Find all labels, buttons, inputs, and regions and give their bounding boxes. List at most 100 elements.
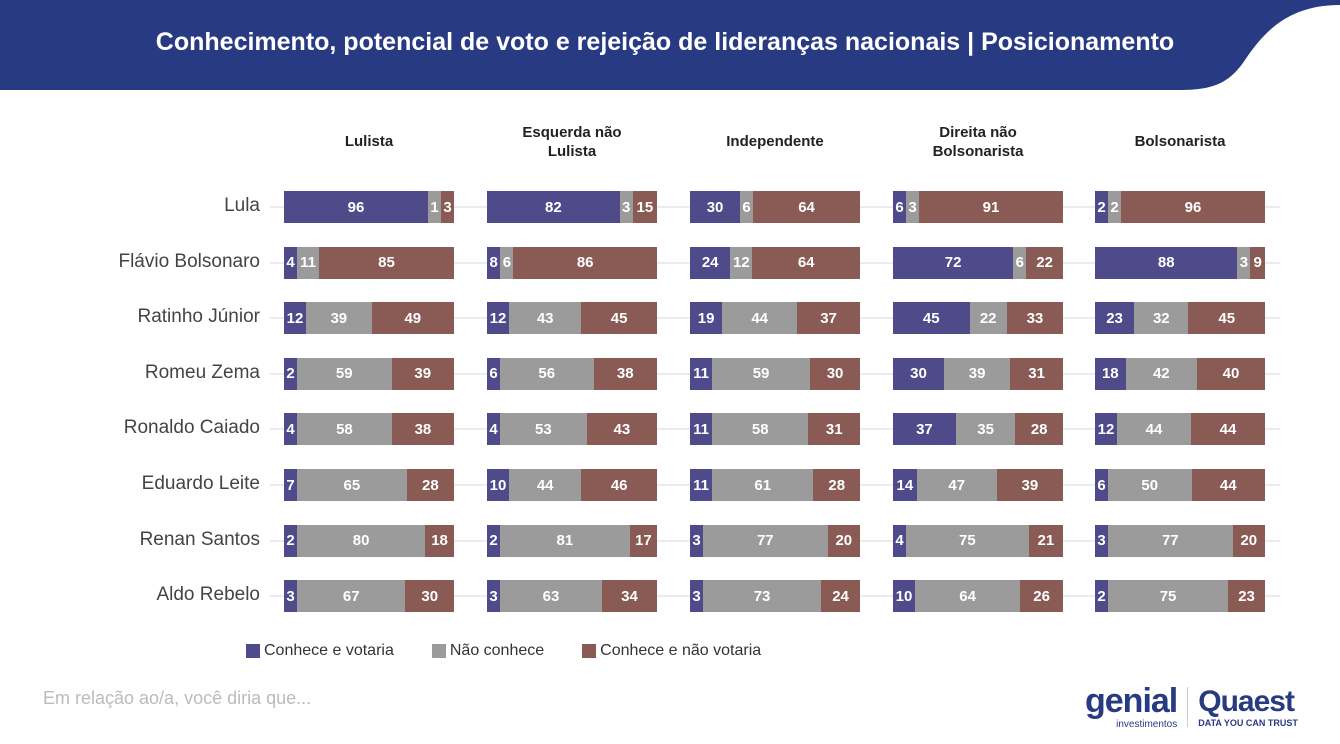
bar-segment-votaria: 12: [487, 302, 509, 335]
bar-segment-nao-conhece: 44: [1117, 413, 1191, 446]
bar-segment-nao-votaria: 22: [1026, 246, 1063, 279]
bar-segment-nao-conhece: 58: [297, 413, 392, 446]
stacked-bar: 11 61 28: [690, 469, 860, 501]
bar-segment-nao-conhece: 12: [730, 246, 753, 279]
bar-segment-votaria: 4: [284, 246, 297, 279]
stacked-bar: 3 77 20: [1095, 524, 1265, 557]
legend-item-nao-conhece: Não conhece: [431, 642, 544, 660]
row-label: Romeu Zema: [144, 361, 260, 383]
logo-divider: [1187, 687, 1189, 727]
bar-segment-nao-conhece: 75: [906, 524, 1029, 557]
stacked-bar: 37 35 28: [893, 413, 1063, 446]
stacked-bar: 8 6 86: [487, 246, 657, 279]
bar-segment-votaria: 3: [690, 524, 703, 557]
row-label: Renan Santos: [139, 528, 260, 550]
stacked-bar: 6 50 44: [1095, 469, 1265, 501]
bar-segment-nao-votaria: 30: [810, 357, 860, 390]
bar-segment-votaria: 2: [487, 524, 500, 557]
legend-item-votaria: Conhece e votaria: [246, 642, 394, 660]
bar-segment-votaria: 3: [284, 580, 297, 613]
bar-segment-nao-votaria: 45: [581, 302, 657, 335]
bar-segment-nao-votaria: 64: [753, 191, 860, 223]
bar-segment-votaria: 24: [690, 246, 731, 279]
stacked-bar: 3 67 30: [284, 580, 454, 613]
quaest-logo: Quaest DATA YOU CAN TRUST: [1198, 684, 1298, 728]
stacked-bar: 88 3 9: [1095, 246, 1265, 279]
logos: genial investimentos Quaest DATA YOU CAN…: [1085, 684, 1298, 730]
bar-segment-votaria: 8: [487, 246, 501, 279]
bar-segment-nao-votaria: 3: [441, 191, 454, 223]
stacked-bar: 30 6 64: [690, 191, 860, 223]
stacked-bar: 7 65 28: [284, 469, 454, 501]
bar-segment-nao-conhece: 47: [916, 469, 997, 501]
bar-segment-nao-votaria: 28: [406, 469, 454, 501]
panel-title: Direita não Bolsonarista: [932, 124, 1024, 160]
bar-segment-votaria: 2: [284, 524, 297, 557]
bar-segment-nao-conhece: 58: [712, 413, 809, 446]
bar-segment-nao-conhece: 6: [740, 191, 754, 223]
stacked-bar: 3 73 24: [690, 580, 860, 613]
bar-segment-nao-conhece: 77: [1108, 524, 1233, 557]
legend-item-nao-votaria: Conhece e não votaria: [582, 642, 761, 660]
bar-segment-nao-votaria: 20: [827, 524, 860, 557]
bar-segment-nao-conhece: 1: [428, 191, 441, 223]
bar-segment-votaria: 88: [1095, 246, 1238, 279]
bar-segment-nao-conhece: 56: [500, 357, 594, 390]
row-label: Flávio Bolsonaro: [118, 250, 260, 272]
bar-segment-nao-conhece: 65: [297, 469, 407, 501]
bar-segment-nao-votaria: 34: [601, 580, 657, 613]
bar-segment-nao-votaria: 85: [319, 246, 454, 279]
bar-segment-votaria: 12: [1095, 413, 1117, 446]
legend: Conhece e votaria Não conhece Conhece e …: [246, 642, 761, 660]
bar-segment-votaria: 30: [690, 191, 741, 223]
footnote: Em relação ao/a, você diria que...: [43, 688, 312, 708]
bar-segment-votaria: 96: [284, 191, 428, 223]
bar-segment-votaria: 72: [893, 246, 1014, 279]
bar-segment-nao-votaria: 21: [1028, 524, 1063, 557]
bar-segment-votaria: 4: [284, 413, 297, 446]
bar-segment-nao-conhece: 81: [500, 524, 630, 557]
bar-segment-nao-conhece: 75: [1108, 580, 1229, 613]
stacked-bar: 2 75 23: [1095, 580, 1265, 613]
legend-swatch: [246, 644, 260, 658]
bar-segment-votaria: 7: [284, 469, 297, 501]
bar-segment-nao-conhece: 3: [619, 191, 633, 223]
bar-segment-nao-votaria: 38: [391, 413, 454, 446]
bar-segment-nao-conhece: 6: [500, 246, 514, 279]
bar-segment-votaria: 6: [1095, 469, 1108, 501]
bar-segment-nao-votaria: 44: [1191, 413, 1265, 446]
bar-segment-nao-votaria: 38: [593, 357, 657, 390]
stacked-bar: 2 2 96: [1095, 191, 1265, 223]
bar-segment-nao-conhece: 64: [915, 580, 1021, 613]
stacked-bar: 12 39 49: [284, 302, 454, 335]
bar-segment-nao-conhece: 73: [703, 580, 822, 613]
stacked-bar: 24 12 64: [690, 246, 860, 279]
bar-segment-nao-votaria: 64: [752, 246, 860, 279]
stacked-bar: 10 64 26: [893, 580, 1063, 613]
bar-segment-nao-votaria: 31: [1010, 357, 1063, 390]
stacked-bar: 3 63 34: [487, 580, 657, 613]
bar-segment-nao-conhece: 35: [955, 413, 1016, 446]
bar-segment-nao-votaria: 43: [586, 413, 657, 446]
bar-segment-nao-votaria: 26: [1020, 580, 1063, 613]
bar-segment-nao-conhece: 59: [297, 357, 392, 390]
bar-segment-nao-conhece: 43: [509, 302, 582, 335]
bar-segment-nao-votaria: 37: [797, 302, 860, 335]
bar-segment-nao-conhece: 11: [297, 246, 319, 279]
bar-segment-votaria: 6: [487, 357, 500, 390]
bar-segment-nao-votaria: 39: [996, 469, 1063, 501]
bar-segment-nao-votaria: 33: [1006, 302, 1063, 335]
bar-segment-nao-conhece: 44: [509, 469, 582, 501]
panel-title: Lulista: [344, 133, 394, 150]
row-label: Ratinho Júnior: [137, 306, 260, 328]
bar-segment-nao-conhece: 3: [1237, 246, 1251, 279]
row-label: Lula: [224, 195, 260, 216]
bar-segment-nao-conhece: 2: [1108, 191, 1121, 223]
page-title: Conhecimento, potencial de voto e rejeiç…: [155, 28, 1175, 56]
bar-segment-nao-votaria: 44: [1191, 469, 1265, 501]
bar-segment-nao-conhece: 39: [306, 302, 372, 335]
bar-segment-votaria: 18: [1095, 357, 1126, 390]
stacked-bar: 72 6 22: [893, 246, 1063, 279]
bar-segment-votaria: 30: [893, 357, 944, 390]
row-label: Aldo Rebelo: [156, 584, 260, 606]
